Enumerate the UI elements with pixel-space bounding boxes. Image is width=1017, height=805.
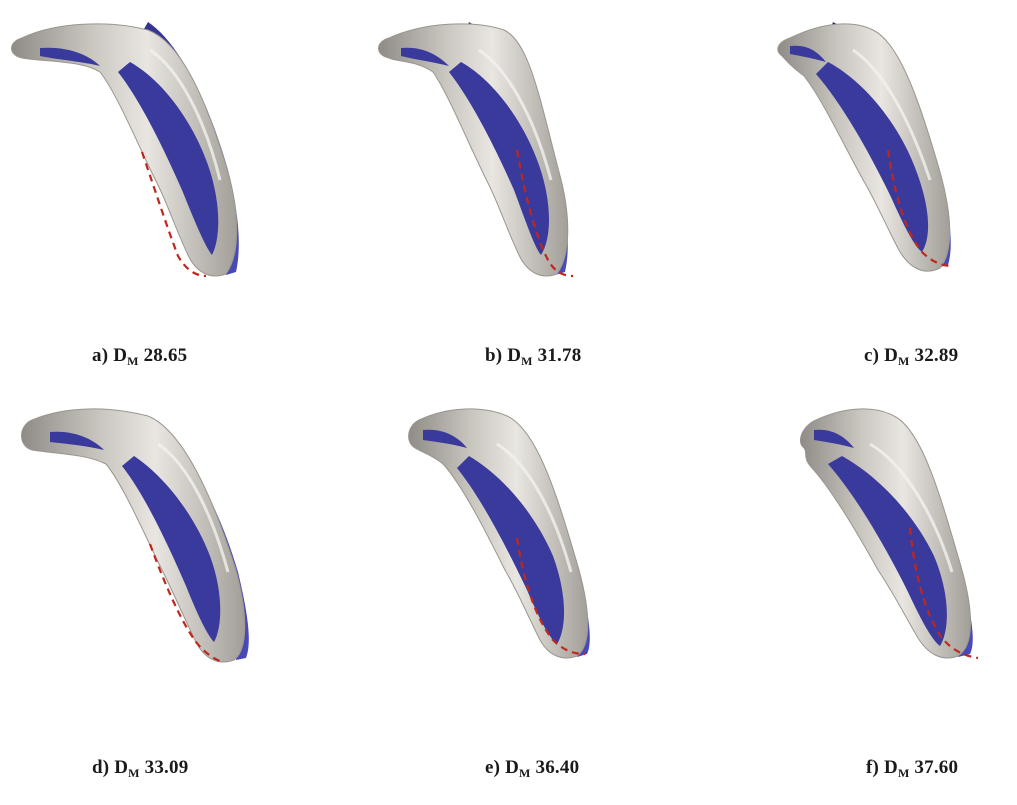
caption-value: 33.09 (144, 757, 189, 778)
caption-letter: e) (485, 757, 501, 778)
caption-e: e) DM 36.40 (485, 757, 579, 781)
caption-a: a) DM 28.65 (92, 345, 187, 369)
caption-subscript: M (127, 354, 139, 368)
caption-subscript: M (897, 766, 910, 780)
caption-subscript: M (898, 354, 910, 368)
caption-value: 31.78 (537, 345, 582, 366)
panel-f: f) DM 37.60 (678, 402, 1017, 804)
caption-subscript: M (519, 766, 531, 780)
caption-letter: f) (866, 757, 880, 778)
caption-symbol: D (507, 345, 522, 366)
caption-symbol: D (113, 345, 128, 366)
panel-b: b) DM 31.78 (339, 0, 678, 402)
caption-value: 36.40 (535, 757, 580, 778)
caption-letter: a) (92, 345, 109, 366)
blade-shape-c (777, 22, 953, 272)
blade-shape-d (21, 408, 249, 664)
caption-subscript: M (128, 766, 140, 780)
caption-subscript: M (521, 354, 533, 368)
caption-symbol: D (884, 345, 899, 366)
caption-symbol: D (114, 757, 129, 778)
panel-c: c) DM 32.89 (678, 0, 1017, 402)
blade-shape-e (408, 408, 590, 659)
caption-value: 37.60 (914, 757, 959, 778)
caption-symbol: D (505, 757, 520, 778)
panel-a: a) DM 28.65 (0, 0, 339, 402)
caption-symbol: D (884, 757, 898, 778)
caption-value: 32.89 (914, 345, 959, 366)
caption-letter: d) (92, 757, 110, 778)
panel-e: e) DM 36.40 (339, 402, 678, 804)
caption-f: f) DM 37.60 (866, 757, 958, 781)
caption-b: b) DM 31.78 (485, 345, 581, 369)
blade-shape-f (800, 408, 979, 660)
caption-letter: b) (485, 345, 503, 366)
blade-shape-b (378, 22, 574, 278)
blade-shape-a (11, 22, 239, 278)
caption-letter: c) (864, 345, 880, 366)
caption-c: c) DM 32.89 (864, 345, 958, 369)
panel-d: d) DM 33.09 (0, 402, 339, 804)
caption-value: 28.65 (143, 345, 188, 366)
caption-d: d) DM 33.09 (92, 757, 188, 781)
